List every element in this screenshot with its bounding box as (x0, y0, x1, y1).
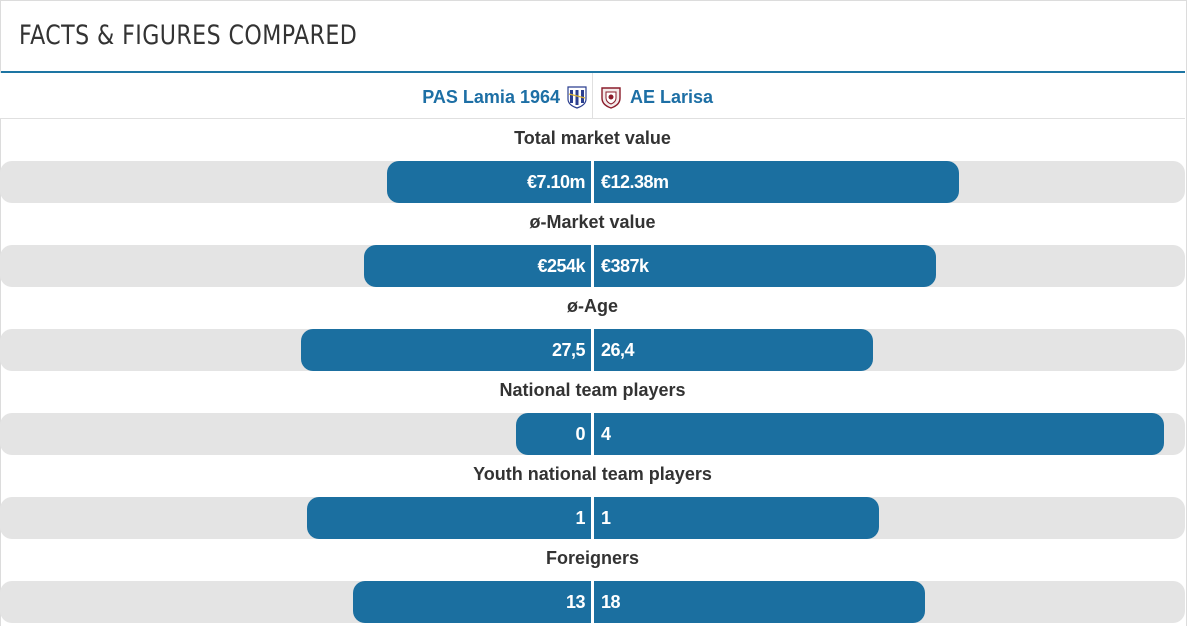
stat-bar-left: €7.10m (387, 161, 592, 203)
stat-center-divider (591, 497, 594, 539)
team-left: PAS Lamia 1964 (422, 85, 588, 109)
stat-bar-right: €387k (594, 245, 936, 287)
stat-bar-left: 0 (516, 413, 592, 455)
stat-bar-right: 26,4 (594, 329, 873, 371)
ae-larisa-crest-icon[interactable] (600, 85, 622, 109)
section-header: FACTS & FIGURES COMPARED (1, 1, 1185, 73)
stat-bar-right: 18 (594, 581, 925, 623)
team-header-row: PAS Lamia 1964 AE Larisa (0, 73, 1185, 119)
stat-label: ø-Age (567, 296, 618, 316)
stat-bar-right: 1 (594, 497, 879, 539)
stat-label: ø-Market value (529, 212, 656, 232)
stat-center-divider (591, 245, 594, 287)
stat-center-divider (591, 413, 594, 455)
stat-center-divider (591, 161, 594, 203)
stat-bar-left: 27,5 (301, 329, 592, 371)
stat-center-divider (591, 329, 594, 371)
stat-label: Total market value (514, 128, 671, 148)
section-title: FACTS & FIGURES COMPARED (19, 20, 358, 51)
stat-bar-left: 1 (307, 497, 592, 539)
team-left-name-link[interactable]: PAS Lamia 1964 (422, 86, 560, 107)
team-right: AE Larisa (600, 85, 713, 109)
stat-bar-right: 4 (594, 413, 1164, 455)
stat-bar-left: €254k (364, 245, 592, 287)
stat-bar-right: €12.38m (594, 161, 959, 203)
team-divider (592, 73, 593, 118)
team-right-name-link[interactable]: AE Larisa (630, 86, 714, 107)
stat-center-divider (591, 581, 594, 623)
stat-label: National team players (499, 380, 686, 400)
stat-bar-left: 13 (353, 581, 592, 623)
stat-label: Foreigners (545, 548, 640, 568)
pas-lamia-crest-icon[interactable] (566, 85, 588, 109)
stat-label: Youth national team players (473, 464, 712, 484)
